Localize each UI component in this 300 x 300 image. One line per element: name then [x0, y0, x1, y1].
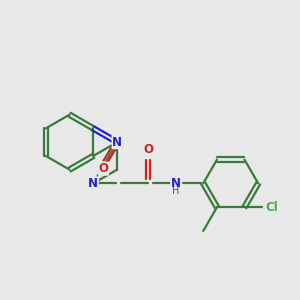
Text: Cl: Cl [266, 201, 278, 214]
Text: O: O [98, 162, 108, 175]
Text: N: N [88, 177, 98, 190]
Text: H: H [172, 186, 179, 196]
Text: N: N [171, 177, 181, 190]
Text: O: O [143, 142, 153, 155]
Text: N: N [112, 136, 122, 148]
